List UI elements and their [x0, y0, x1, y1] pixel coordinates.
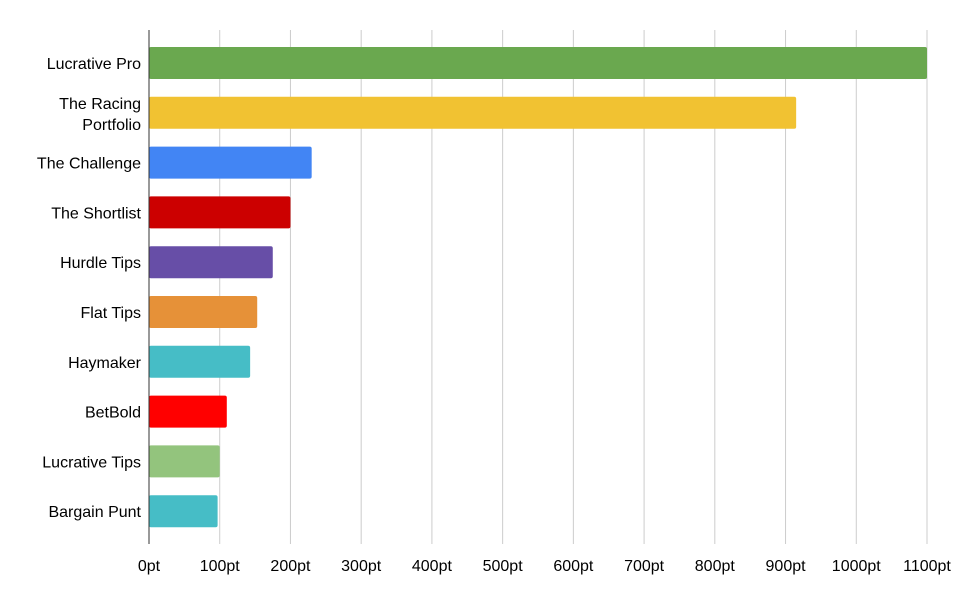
category-label: Bargain Punt — [48, 504, 141, 521]
category-label-line: The Racing — [59, 96, 141, 113]
x-tick-labels: 0pt 100pt 200pt 300pt 400pt 500pt 600pt 700pt 80… — [138, 558, 952, 575]
category-label: Hurdle Tips — [60, 255, 141, 272]
bar-the-shortlist — [149, 196, 291, 229]
bar-the-racing-portfolio — [149, 96, 797, 129]
bar-hurdle-tips — [149, 246, 273, 279]
bar-betbold — [149, 395, 227, 428]
category-label: Flat Tips — [81, 305, 141, 322]
category-label-line: Portfolio — [82, 117, 141, 134]
category-label: Lucrative Pro — [47, 56, 141, 73]
x-tick-label: 0pt — [138, 558, 161, 575]
category-label: The Shortlist — [51, 205, 141, 222]
x-tick-label: 700pt — [624, 558, 665, 575]
bars — [149, 47, 927, 528]
category-label: BetBold — [85, 405, 141, 422]
x-tick-label: 800pt — [695, 558, 736, 575]
x-tick-label: 300pt — [341, 558, 382, 575]
category-labels: Lucrative Pro The Racing Portfolio The Chal… — [37, 56, 142, 521]
x-tick-label: 200pt — [270, 558, 311, 575]
bar-the-challenge — [149, 146, 312, 179]
bar-haymaker — [149, 345, 251, 378]
category-label: The Racing Portfolio — [59, 96, 141, 134]
x-tick-label: 1100pt — [903, 558, 951, 575]
x-tick-label: 500pt — [483, 558, 524, 575]
bar-flat-tips — [149, 296, 258, 328]
x-tick-label: 900pt — [766, 558, 807, 575]
x-tick-label: 100pt — [200, 558, 241, 575]
category-label: The Challenge — [37, 156, 141, 173]
bar-bargain-punt — [149, 495, 218, 528]
category-label: Haymaker — [68, 355, 142, 372]
x-tick-label: 1000pt — [832, 558, 881, 575]
bar-lucrative-tips — [149, 445, 220, 478]
category-label: Lucrative Tips — [42, 454, 141, 471]
x-tick-label: 400pt — [412, 558, 453, 575]
x-tick-label: 600pt — [553, 558, 594, 575]
bar-lucrative-pro — [149, 47, 927, 79]
